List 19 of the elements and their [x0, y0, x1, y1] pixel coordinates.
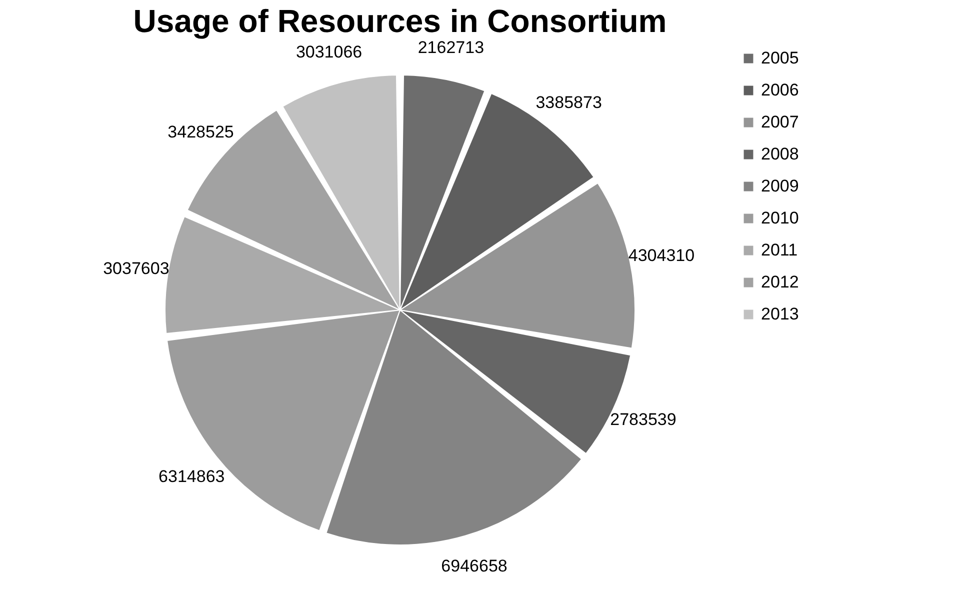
data-label: 4304310 [628, 246, 695, 265]
legend-label: 2013 [761, 304, 799, 324]
legend-label: 2010 [761, 208, 799, 228]
legend-label: 2011 [761, 240, 798, 260]
legend-label: 2005 [761, 48, 799, 68]
data-label: 6314863 [158, 466, 225, 486]
data-label: 3385873 [536, 93, 602, 112]
data-label: 6946658 [441, 556, 508, 576]
legend-label: 2012 [761, 272, 799, 292]
data-label: 2162713 [418, 38, 484, 57]
legend-label: 2009 [761, 176, 799, 196]
data-label: 2783539 [610, 410, 676, 430]
data-label: 3037603 [103, 258, 170, 278]
legend-label: 2007 [761, 112, 799, 132]
legend-label: 2006 [761, 80, 799, 100]
data-label: 3428525 [168, 122, 234, 142]
legend-label: 2008 [761, 144, 799, 164]
chart-title: Usage of Resources in Consortium [133, 2, 667, 39]
data-label: 3031066 [296, 42, 362, 62]
